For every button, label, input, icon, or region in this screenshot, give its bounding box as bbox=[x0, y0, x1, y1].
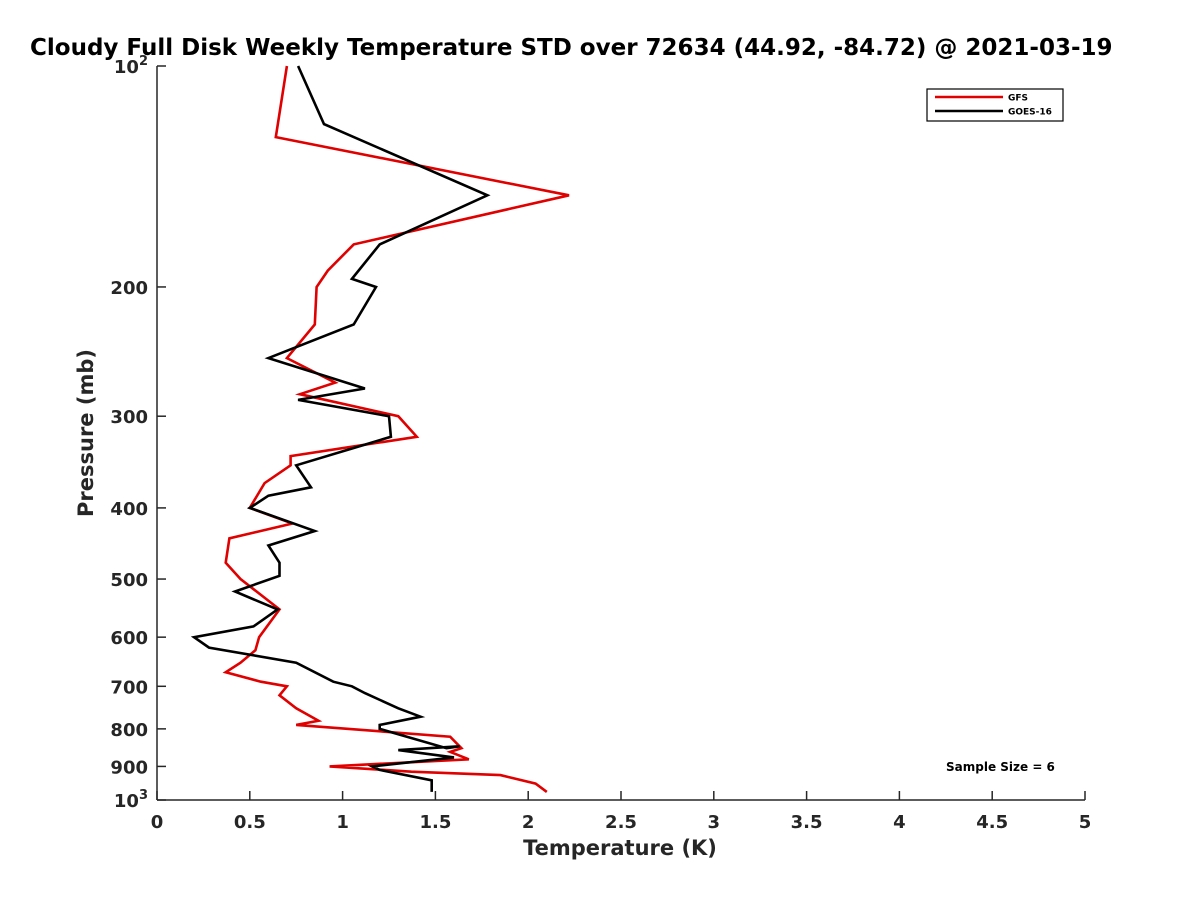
x-tick-label: 1.5 bbox=[419, 812, 451, 833]
chart-title: Cloudy Full Disk Weekly Temperature STD … bbox=[30, 35, 1113, 61]
x-axis-ticks: 0 0.5 1 1.5 2 2.5 3 3.5 4 4.5 5 bbox=[151, 791, 1092, 833]
plot-background bbox=[157, 66, 1085, 800]
y-tick-label: 400 bbox=[110, 499, 148, 520]
y-tick-label: 800 bbox=[110, 720, 148, 741]
x-tick-label: 3.5 bbox=[791, 812, 823, 833]
x-tick-label: 0 bbox=[151, 812, 164, 833]
series-line-goes-16 bbox=[190, 65, 491, 792]
legend-label-gfs: GFS bbox=[1008, 94, 1028, 104]
y-tick-label: 500 bbox=[110, 570, 148, 591]
series-lines bbox=[190, 65, 570, 793]
y-tick-label: 200 bbox=[110, 278, 148, 299]
legend: GFS GOES-16 bbox=[926, 88, 1064, 122]
y-tick-label: 102 bbox=[114, 54, 148, 78]
plot-area bbox=[156, 66, 1085, 801]
y-tick-label: 300 bbox=[110, 407, 148, 428]
x-tick-label: 2 bbox=[522, 812, 535, 833]
y-tick-label: 700 bbox=[110, 677, 148, 698]
x-axis-label: Temperature (K) bbox=[523, 836, 717, 860]
legend-box bbox=[926, 88, 1064, 122]
sample-size-annotation: Sample Size = 6 bbox=[946, 760, 1055, 774]
x-tick-label: 0.5 bbox=[234, 812, 266, 833]
series-line-gfs bbox=[222, 65, 570, 793]
x-tick-label: 3 bbox=[708, 812, 721, 833]
y-axis-label: Pressure (mb) bbox=[74, 349, 98, 517]
x-tick-label: 4.5 bbox=[976, 812, 1008, 833]
legend-label-goes-16: GOES-16 bbox=[1008, 108, 1052, 118]
y-tick-label: 600 bbox=[110, 628, 148, 649]
y-axis-ticks: 102 200 300 400 500 600 700 800 900 103 bbox=[110, 54, 166, 812]
x-tick-label: 5 bbox=[1079, 812, 1092, 833]
y-tick-label: 103 bbox=[114, 788, 148, 812]
x-tick-label: 2.5 bbox=[605, 812, 637, 833]
x-tick-label: 4 bbox=[893, 812, 906, 833]
y-tick-label: 900 bbox=[110, 757, 148, 778]
x-tick-label: 1 bbox=[336, 812, 349, 833]
